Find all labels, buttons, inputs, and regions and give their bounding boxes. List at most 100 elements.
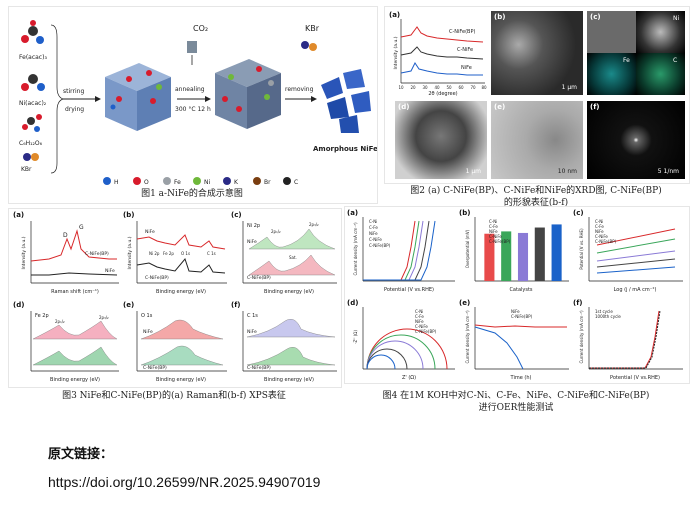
stability-xlabel: Time (h) bbox=[510, 375, 532, 381]
cycle-ylabel: Current density (mA cm⁻²) bbox=[579, 310, 584, 364]
ni2p-fit-upper bbox=[248, 228, 336, 250]
kbr-removed-k bbox=[301, 41, 309, 49]
element-legend: H O Fe Ni K Br C bbox=[103, 177, 298, 186]
eds-label-fe: Fe bbox=[623, 57, 630, 64]
fig2-xrd-chart: (a) C-NiFe(BP) C-NiFe NiFe Intensity (a.… bbox=[389, 11, 487, 97]
o1s-legend-1: C-NiFe(BP) bbox=[143, 365, 167, 371]
eds-label-ni: Ni bbox=[673, 15, 680, 22]
legend-label-0: H bbox=[114, 179, 119, 186]
fig4-a-lsv: (a) C-Ni C-Fe NiFe C-NiFe C-NiFe(BP) Pot… bbox=[347, 209, 455, 293]
fig2-panel-f: (f) bbox=[590, 103, 600, 111]
reagent-fe-acac bbox=[21, 20, 44, 44]
eis-nife bbox=[366, 340, 424, 370]
fe2p-label-1: 2p₃/₂ bbox=[99, 315, 109, 320]
arrow-3-head bbox=[311, 96, 317, 102]
eis-c-nife bbox=[366, 348, 408, 370]
fig4-c-tafel: (c) C-Ni C-Fe NiFe C-NiFe C-NiFe(BP) Log… bbox=[573, 209, 683, 293]
fig3-panel-f: (f) bbox=[231, 301, 240, 309]
xrd-tick-5: 60 bbox=[458, 85, 464, 90]
fig4-panel-b: (b) bbox=[459, 209, 470, 217]
reagent-glucose bbox=[22, 114, 42, 132]
fig3-charts: (a) D G C-NiFe(BP) NiFe Raman shift (cm⁻… bbox=[13, 211, 337, 383]
fig2-b-scale: 1 μm bbox=[561, 84, 577, 91]
survey-peak-c: C 1s bbox=[207, 251, 216, 256]
step2-label-1: 300 °C 12 h bbox=[175, 106, 211, 113]
raman-c-nife-bp bbox=[30, 229, 117, 262]
cycle-legend-0: 1st cycle bbox=[595, 309, 613, 314]
fig3-caption: 图3 NiFe和C-NiFe(BP)的(a) Raman和(b-f) XPS表征 bbox=[62, 391, 286, 401]
raman-peak-d: D bbox=[63, 232, 68, 239]
ni2p-legend-1: C-NiFe(BP) bbox=[247, 275, 271, 281]
cycle-1000th bbox=[589, 310, 661, 369]
xrd-legend-0: C-NiFe(BP) bbox=[449, 29, 475, 35]
figure-3: (a) D G C-NiFe(BP) NiFe Raman shift (cm⁻… bbox=[8, 208, 342, 388]
fig4-panel-f: (f) bbox=[573, 299, 582, 307]
legend-dot-3 bbox=[193, 177, 201, 185]
c1s-legend-1: C-NiFe(BP) bbox=[247, 365, 271, 371]
overpotential-bar-2 bbox=[517, 232, 529, 281]
stability-c-nife-bp bbox=[474, 324, 567, 328]
cycle-xlabel: Potential (V vs.RHE) bbox=[610, 375, 660, 381]
xrd-tick-0: 10 bbox=[398, 85, 404, 90]
fig3-panel-d: (d) bbox=[13, 301, 24, 309]
doi-link[interactable]: https://doi.org/10.26599/NR.2025.9490701… bbox=[48, 474, 321, 490]
raman-legend-0: C-NiFe(BP) bbox=[85, 251, 109, 257]
co2-molecule bbox=[187, 41, 197, 65]
o1s-legend-0: NiFe bbox=[143, 329, 153, 335]
stability-legend-1: C-NiFe(BP) bbox=[511, 314, 533, 319]
fig4-e-stability: (e) NiFe C-NiFe(BP) Time (h) Current den… bbox=[459, 299, 569, 381]
stability-nife bbox=[474, 326, 524, 370]
xrd-ticks: 10 20 30 40 50 60 70 80 bbox=[398, 85, 487, 90]
fig3-d-fe2p: (d) Fe 2p 2p₁/₂ 2p₃/₂ Binding energy (eV… bbox=[13, 301, 119, 383]
tafel-legend-1: C-Fe bbox=[595, 224, 604, 229]
fig4-f-cycling: (f) 1st cycle 1000th cycle Potential (V … bbox=[573, 299, 683, 381]
fe2p-label-0: 2p₁/₂ bbox=[55, 319, 65, 324]
ni2p-fit-lower bbox=[248, 254, 336, 276]
fig2-e-scale: 10 nm bbox=[557, 168, 577, 175]
eis-xlabel: Z' (Ω) bbox=[402, 375, 416, 381]
arrow-1-head bbox=[95, 96, 101, 102]
amorphous-nife bbox=[321, 69, 371, 133]
figure-2: (a) C-NiFe(BP) C-NiFe NiFe Intensity (a.… bbox=[384, 6, 690, 184]
cycle-1st bbox=[589, 310, 660, 369]
bar-xlabel: Catalysts bbox=[509, 287, 532, 293]
c1s-fit-lower bbox=[246, 347, 336, 366]
fe2p-fit-upper bbox=[32, 320, 118, 340]
survey-legend-1: C-NiFe(BP) bbox=[145, 275, 169, 281]
legend-dot-6 bbox=[283, 177, 291, 185]
ni2p-xlabel: Binding energy (eV) bbox=[264, 289, 314, 295]
reagent-label-0: Fe(acac)₃ bbox=[19, 54, 47, 61]
fig3-b-survey: (b) NiFe C-NiFe(BP) Ni 2p Fe 2p O 1s C 1… bbox=[123, 211, 227, 295]
tafel-legend-4: C-NiFe(BP) bbox=[595, 239, 617, 244]
xrd-tick-1: 20 bbox=[410, 85, 416, 90]
reagent-label-1: Ni(acac)₂ bbox=[19, 100, 47, 107]
tafel-legend-0: C-Ni bbox=[595, 219, 603, 224]
reagent-label-3: KBr bbox=[21, 166, 32, 173]
kbr-k-dot bbox=[23, 153, 31, 161]
c1s-fit-upper bbox=[246, 319, 336, 338]
fig4-panel-a: (a) bbox=[347, 209, 358, 217]
fig3-e-o1s: (e) O 1s NiFe C-NiFe(BP) Binding energy … bbox=[123, 301, 227, 383]
bar-legend-1: C-Fe bbox=[489, 224, 498, 229]
fig2-caption-l1: 图2 (a) C-NiFe(BP)、C-NiFe和NiFe的XRD图, C-Ni… bbox=[410, 186, 662, 196]
legend-dot-5 bbox=[253, 177, 261, 185]
fe2p-xlabel: Binding energy (eV) bbox=[50, 377, 100, 383]
eds-ni-tile bbox=[636, 11, 685, 53]
source-link-title: 原文链接： bbox=[48, 447, 114, 462]
ni2p-label-1: 2p₃/₂ bbox=[309, 222, 319, 227]
figure-1: Fe(acac)₃ Ni(acac)₂ C₆H₁₂O₆ KBr stirring… bbox=[8, 6, 378, 204]
fig3-panel-c: (c) bbox=[231, 211, 242, 219]
eds-sem-tile bbox=[587, 11, 636, 53]
survey-legend-0: NiFe bbox=[145, 229, 155, 235]
o1s-title: O 1s bbox=[141, 313, 153, 319]
fig2-eds-c: (c) Ni Fe C bbox=[587, 11, 685, 95]
xrd-legend-1: C-NiFe bbox=[457, 47, 473, 53]
bar-legend-4: C-NiFe(BP) bbox=[489, 239, 511, 244]
legend-label-1: O bbox=[144, 179, 149, 186]
tafel-xlabel: Log (j / mA cm⁻²) bbox=[614, 287, 657, 293]
fig2-hrtem-e: (e) 10 nm bbox=[491, 101, 583, 179]
tafel-c-nife-bp bbox=[596, 266, 676, 274]
raman-nife bbox=[31, 272, 118, 276]
stability-legend-0: NiFe bbox=[511, 309, 520, 314]
lsv-legend-4: C-NiFe(BP) bbox=[369, 243, 391, 248]
